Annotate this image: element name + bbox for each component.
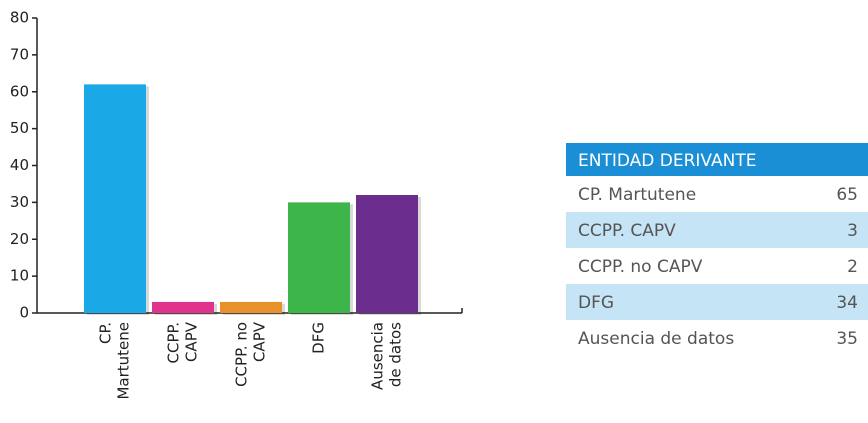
x-tick-label: CP. — [97, 322, 115, 344]
bar — [356, 195, 418, 313]
table-cell: 3 — [847, 221, 858, 241]
bar — [288, 202, 350, 313]
y-tick-label: 10 — [10, 267, 29, 285]
y-tick-label: 0 — [19, 304, 29, 322]
y-tick-label: 70 — [10, 45, 29, 63]
x-tick-label: CAPV — [183, 321, 201, 362]
table-cell: CCPP. CAPV — [578, 221, 676, 241]
bar — [220, 301, 282, 313]
x-tick-label: CCPP. — [165, 322, 183, 363]
table-cell: DFG — [578, 293, 614, 313]
y-tick-label: 80 — [10, 9, 29, 27]
table-row-bg — [566, 248, 868, 284]
x-tick-label: Ausencia — [369, 322, 387, 390]
table-cell: 65 — [836, 185, 858, 205]
x-tick-label: CCPP. no — [233, 322, 251, 387]
table-row-bg — [566, 284, 868, 320]
table-row-bg — [566, 212, 868, 248]
table-row-bg — [566, 176, 868, 212]
table: ENTIDAD DERIVANTE CP. Martutene 65 CCPP. CA… — [566, 143, 868, 356]
y-tick-label: 20 — [10, 230, 29, 248]
y-tick-label: 40 — [10, 156, 29, 174]
bar — [84, 84, 146, 313]
y-tick-label: 50 — [10, 119, 29, 137]
bar — [152, 301, 214, 313]
table-cell: CP. Martutene — [578, 185, 696, 205]
table-cell: CCPP. no CAPV — [578, 257, 703, 277]
x-tick-label: DFG — [310, 322, 328, 354]
y-tick-label: 30 — [10, 193, 29, 211]
table-cell: 34 — [836, 293, 858, 313]
table-header: ENTIDAD DERIVANTE — [578, 151, 756, 171]
y-tick-label: 60 — [10, 82, 29, 100]
table-cell: Ausencia de datos — [578, 329, 734, 349]
x-tick-label: Martutene — [115, 322, 133, 400]
table-row-bg — [566, 320, 868, 356]
x-tick-label: CAPV — [251, 321, 269, 362]
table-header-bg — [566, 143, 868, 176]
x-tick-label: de datos — [387, 322, 405, 387]
table-cell: 35 — [836, 329, 858, 349]
table-cell: 2 — [847, 257, 858, 277]
